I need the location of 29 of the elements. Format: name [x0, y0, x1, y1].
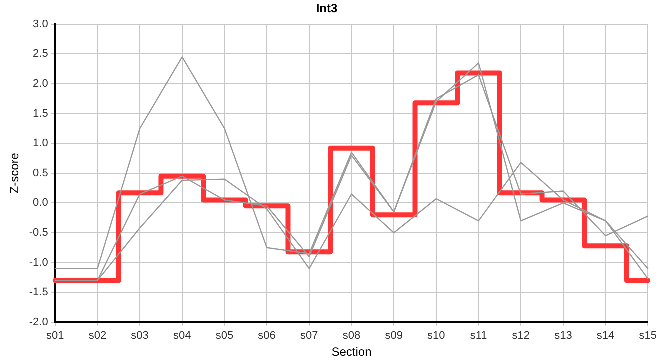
- x-tick-label: s01: [46, 330, 64, 342]
- y-tick-label: -1.5: [29, 286, 48, 299]
- y-tick-label: 2.0: [33, 78, 48, 90]
- chart-title: Int3: [316, 2, 338, 16]
- x-tick-label: s12: [512, 330, 530, 342]
- x-tick-label: s11: [470, 330, 488, 342]
- y-axis-title: Z-score: [8, 152, 22, 194]
- y-tick-label: 1.0: [33, 138, 48, 150]
- y-tick-label: 1.5: [33, 108, 48, 120]
- x-tick-label: s13: [554, 330, 572, 342]
- y-tick-label: -1.0: [29, 256, 48, 269]
- x-tick-label: s05: [216, 330, 234, 342]
- x-tick-label: s15: [639, 330, 658, 342]
- x-tick-label: s09: [385, 330, 403, 342]
- x-tick-label: s02: [88, 330, 107, 342]
- x-axis-title: Section: [332, 345, 372, 360]
- y-tick-label: 0.0: [33, 197, 48, 210]
- x-tick-label: s14: [596, 330, 615, 342]
- x-tick-label: s10: [428, 330, 446, 342]
- x-tick-label: s04: [174, 330, 192, 342]
- y-tick-label: -2.0: [29, 316, 48, 328]
- x-tick-label: s08: [342, 330, 361, 342]
- y-tick-label: -0.5: [29, 227, 48, 240]
- x-tick-label: s07: [300, 330, 318, 342]
- x-tick-label: s03: [131, 330, 149, 342]
- y-tick-label: 2.5: [33, 48, 48, 60]
- x-tick-label: s06: [258, 330, 276, 342]
- y-tick-label: 0.5: [33, 167, 48, 180]
- y-tick-label: 3.0: [33, 18, 48, 30]
